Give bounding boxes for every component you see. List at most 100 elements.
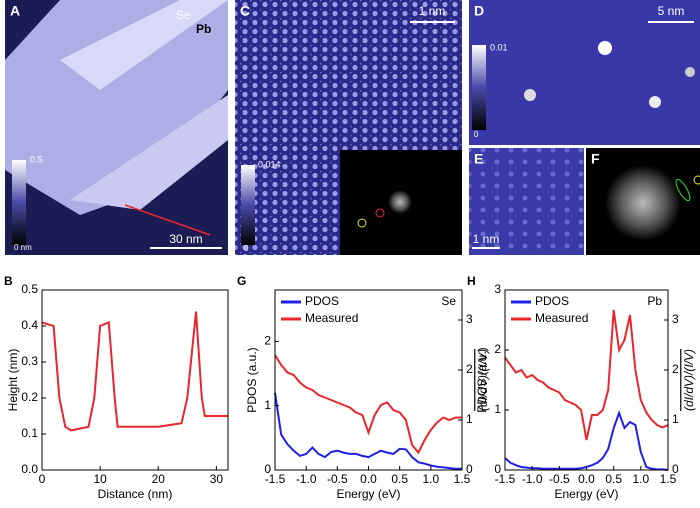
panel-label: H <box>467 274 476 288</box>
data-line <box>41 311 228 432</box>
y2-tick-label: 2 <box>466 362 473 376</box>
panel-a: A Se Pb 0.5 0 nm 30 nm <box>5 0 228 255</box>
scale-bar-label: 1 nm <box>473 232 500 246</box>
y-axis-title: PDOS (a.u.) <box>475 347 489 412</box>
x-tick-label: -1.0 <box>296 472 317 486</box>
x-axis-title: Energy (eV) <box>336 487 400 501</box>
stm-image <box>469 148 584 255</box>
y-tick-label: 0 <box>264 462 271 476</box>
annotation: Se <box>441 294 456 308</box>
panel-f: F <box>586 148 700 255</box>
x-axis-title: Distance (nm) <box>98 487 173 501</box>
y2-tick-label: 0 <box>672 462 679 476</box>
y-tick-label: 0.2 <box>21 390 38 404</box>
y2-axis-title: (dI/dV)/(I/V) <box>682 349 696 411</box>
x-axis-title: Energy (eV) <box>554 487 618 501</box>
plot-frame <box>274 289 463 471</box>
terrace <box>60 0 228 90</box>
panel-e: E 1 nm <box>469 148 584 255</box>
x-tick-label: 30 <box>210 472 224 486</box>
colorbar-min: 0 nm <box>14 243 32 252</box>
x-tick-label: 0.0 <box>578 472 595 486</box>
y2-tick-label: 3 <box>672 312 679 326</box>
panel-label: E <box>474 151 483 167</box>
panel-label: C <box>240 3 250 19</box>
defect <box>649 96 661 108</box>
x-tick-label: 0.0 <box>360 472 377 486</box>
data-line <box>504 309 669 441</box>
y-tick-label: 2 <box>494 342 501 356</box>
panel-d: D 5 nm 0.01 0 <box>469 0 700 145</box>
defect <box>598 41 612 55</box>
x-tick-label: 10 <box>93 472 107 486</box>
x-tick-label: 1.0 <box>632 472 649 486</box>
x-tick-label: -1.5 <box>495 472 516 486</box>
x-tick-label: -0.5 <box>327 472 348 486</box>
y2-tick-label: 1 <box>466 412 473 426</box>
panel-label: D <box>474 3 484 19</box>
y2-tick-label: 2 <box>672 362 679 376</box>
y-axis-title: Height (nm) <box>6 349 20 412</box>
line-cut <box>124 204 211 236</box>
colorbar-max: 0.5 <box>30 154 43 164</box>
annotation: Pb <box>647 294 662 308</box>
label: Pb <box>196 22 211 36</box>
y-tick-label: 0.0 <box>21 462 38 476</box>
stm-image <box>469 0 700 145</box>
marker <box>375 208 385 218</box>
y2-tick-label: 3 <box>466 312 473 326</box>
y2-axis-title: (dI/dV)/(I/V) <box>476 349 490 411</box>
legend-label: PDOS <box>535 294 569 308</box>
fft-center <box>605 165 681 241</box>
colorbar-min: 0 <box>244 244 249 253</box>
data-line <box>504 410 669 471</box>
x-tick-label: 20 <box>152 472 166 486</box>
x-tick-label: -1.0 <box>522 472 543 486</box>
y2-tick-label: 1 <box>672 412 679 426</box>
colorbar-max: 0.01 <box>490 42 508 52</box>
y-tick-label: 3 <box>494 282 501 296</box>
colorbar <box>472 45 486 130</box>
marker <box>675 178 691 202</box>
label: Se <box>176 8 191 22</box>
defect <box>685 67 695 77</box>
colorbar-max: 0.014 <box>258 159 281 169</box>
y2-tick-label: 0 <box>466 462 473 476</box>
panel-label: F <box>591 151 600 167</box>
y-tick-label: 0.3 <box>21 354 38 368</box>
terrace <box>70 95 228 210</box>
colorbar <box>241 165 255 245</box>
marker <box>693 175 700 185</box>
fft-center <box>388 190 412 214</box>
y-tick-label: 0.5 <box>21 282 38 296</box>
legend-label: PDOS <box>305 294 339 308</box>
scale-bar-label: 5 nm <box>658 4 685 18</box>
y-axis-title: PDOS (a.u.) <box>245 347 259 412</box>
panel-label: G <box>237 274 246 288</box>
y-tick-label: 0 <box>494 462 501 476</box>
x-tick-label: -0.5 <box>549 472 570 486</box>
y-tick-label: 0.1 <box>21 426 38 440</box>
plot-frame <box>41 289 229 471</box>
y-tick-label: 0.4 <box>21 318 38 332</box>
data-line <box>274 392 462 470</box>
panel-c: C 1 nm 0.014 0 <box>235 0 462 255</box>
colorbar <box>12 160 26 245</box>
marker <box>357 218 367 228</box>
x-tick-label: 0.5 <box>391 472 408 486</box>
panel-label: A <box>10 3 20 19</box>
scale-bar-label: 1 nm <box>419 4 446 18</box>
x-tick-label: 1.5 <box>660 472 677 486</box>
defect <box>524 89 536 101</box>
panel-label: B <box>4 274 13 288</box>
colorbar-min: 0 <box>474 130 479 139</box>
y-tick-label: 1 <box>494 402 501 416</box>
x-tick-label: 0.5 <box>605 472 622 486</box>
x-tick-label: 1.0 <box>422 472 439 486</box>
x-tick-label: 1.5 <box>454 472 471 486</box>
y-tick-label: 2 <box>264 334 271 348</box>
legend-label: Measured <box>535 311 588 325</box>
y-tick-label: 1 <box>264 398 271 412</box>
scale-bar-label: 30 nm <box>169 232 202 246</box>
